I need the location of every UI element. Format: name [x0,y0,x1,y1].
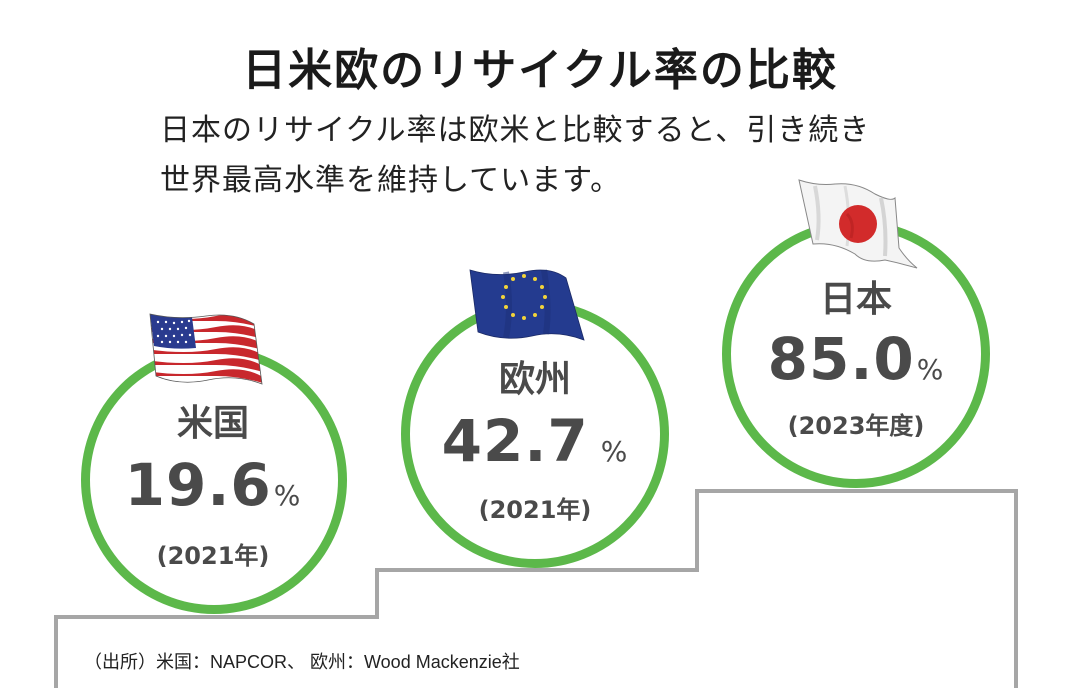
percent-sign: % [273,479,302,512]
us-circle [81,346,347,614]
us-country-label: 米国 [176,403,249,444]
eu-country-label: 欧州 [498,359,571,400]
us-year: (2021年) [156,542,270,570]
eu-value: 42.7% [385,410,685,483]
japan-value: 85.0% [706,328,1006,401]
page-title: 日米欧のリサイクル率の比較 [242,45,838,96]
japan-stat: 日本 85.0% (2023年度) [706,280,1006,441]
percent-sign: % [916,353,945,386]
percent-sign: % [600,435,629,468]
eu-value-number: 42.7 [441,407,589,475]
subtitle-line-1: 日本のリサイクル率は欧米と比較すると、引き続き [160,113,871,148]
us-stat: 米国 19.6% (2021年) [63,404,363,571]
eu-flag-icon [469,269,585,341]
japan-value-number: 85.0 [767,325,915,393]
japan-year: (2023年度) [787,412,925,440]
eu-circle [401,300,669,568]
us-value-number: 19.6 [124,451,272,519]
eu-year: (2021年) [478,496,592,524]
source-footnote: （出所）米国：NAPCOR、 欧州：Wood Mackenzie社 [84,652,520,672]
subtitle-line-2: 世界最高水準を維持しています。 [160,163,622,198]
eu-stat: 欧州 42.7% (2021年) [385,360,685,525]
us-flag-icon [149,313,263,385]
japan-flag-icon [798,179,918,269]
us-value: 19.6% [63,454,363,527]
subtitle: 日本のリサイクル率は欧米と比較すると、引き続き 世界最高水準を維持しています。 [160,106,870,206]
japan-country-label: 日本 [819,279,892,320]
